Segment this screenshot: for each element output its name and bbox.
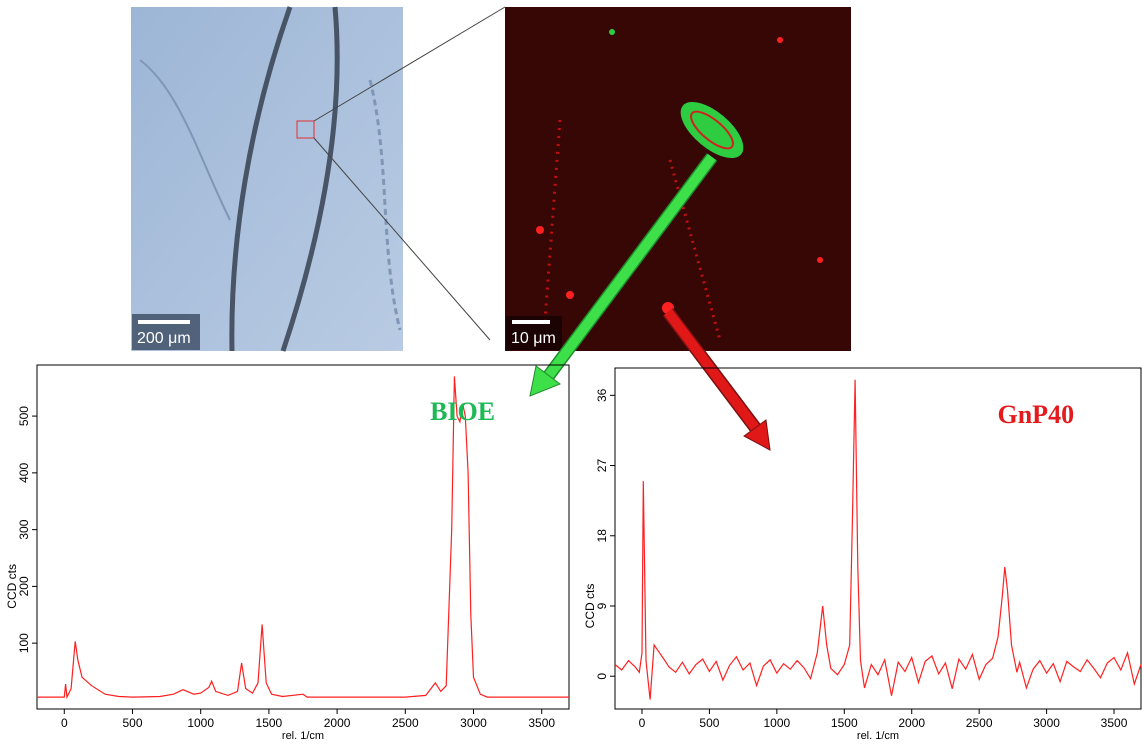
plot-frame: [614, 367, 1142, 710]
y-axis-label: CCD cts: [583, 584, 597, 629]
x-tick-label: 2500: [966, 716, 993, 730]
x-tick-label: 500: [122, 716, 142, 730]
x-tick-label: 3000: [460, 716, 487, 730]
y-tick-label: 0: [595, 673, 609, 680]
x-tick-label: 500: [699, 716, 719, 730]
x-tick-label: 0: [639, 716, 646, 730]
x-tick-label: 2000: [324, 716, 351, 730]
scale-label: 10 μm: [511, 330, 556, 347]
y-tick-label: 300: [17, 519, 31, 539]
x-tick-label: 2000: [898, 716, 925, 730]
annotation: GnP40: [998, 400, 1075, 429]
scale-label: 200 μm: [137, 330, 191, 347]
spectrum-line: [614, 379, 1142, 700]
y-tick-label: 18: [595, 529, 609, 543]
x-axis-label: rel. 1/cm: [282, 730, 324, 742]
spectrum-line: [37, 376, 569, 700]
x-tick-label: 0: [61, 716, 68, 730]
x-tick-label: 1000: [763, 716, 790, 730]
x-tick-label: 1000: [187, 716, 214, 730]
annotation: BIOE: [430, 397, 495, 426]
y-tick-label: 400: [17, 463, 31, 483]
raman-map: 10 μm: [505, 7, 851, 351]
x-tick-label: 3000: [1033, 716, 1060, 730]
optical-image: 200 μm: [131, 6, 403, 352]
y-tick-label: 200: [17, 576, 31, 596]
y-axis-label: CCD cts: [5, 564, 19, 609]
y-tick-label: 9: [595, 602, 609, 609]
chart: 0 500 1000 1500 2000 2500 3000 3500 100 200 300 400…: [5, 364, 570, 742]
y-tick-label: 100: [17, 633, 31, 653]
x-tick-label: 3500: [528, 716, 555, 730]
y-tick-label: 27: [595, 459, 609, 473]
y-tick-label: 500: [17, 406, 31, 426]
plot-frame: [36, 364, 570, 710]
y-tick-label: 36: [595, 388, 609, 402]
x-tick-label: 3500: [1101, 716, 1128, 730]
chart: 0 500 1000 1500 2000 2500 3000 3500 0 9 18 27 36 rel.…: [583, 367, 1142, 742]
arrows: [529, 153, 771, 451]
x-tick-label: 1500: [831, 716, 858, 730]
x-axis-label: rel. 1/cm: [857, 730, 899, 742]
x-tick-label: 2500: [392, 716, 419, 730]
x-tick-label: 1500: [256, 716, 283, 730]
